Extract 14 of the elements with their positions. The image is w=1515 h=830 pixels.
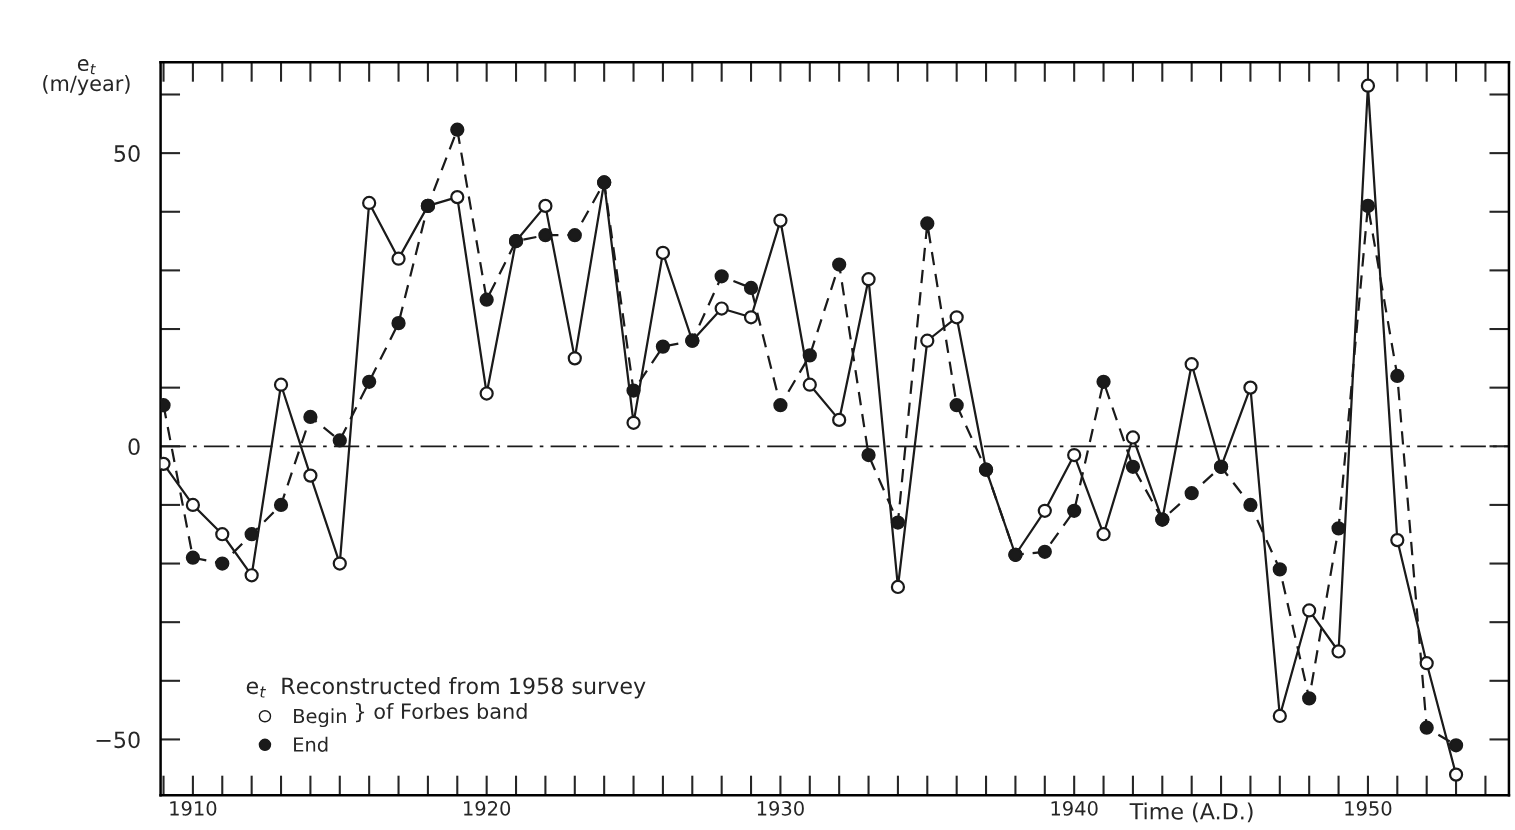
legend-label: End <box>294 736 328 752</box>
legend-label: Begin <box>294 708 346 728</box>
x-tick-label: 1930 <box>757 801 804 816</box>
y-tick-label: 0 <box>128 438 140 456</box>
y-tick-label: 50 <box>114 145 140 162</box>
legend-title: e$_{t}$ Reconstructed from 1958 survey <box>246 677 646 699</box>
y-tick-label: −50 <box>96 731 140 749</box>
x-tick-label: 1920 <box>464 801 511 816</box>
x-tick-label: 1940 <box>1051 801 1098 816</box>
x-tick-label: 1910 <box>170 801 217 816</box>
x-axis-title: Time (A.D.) <box>1129 802 1253 823</box>
annotation: } of Forbes band <box>356 702 527 723</box>
x-tick-label: 1950 <box>1345 801 1392 816</box>
y-axis-title: e$_{t}$ (m/year) <box>43 59 130 96</box>
